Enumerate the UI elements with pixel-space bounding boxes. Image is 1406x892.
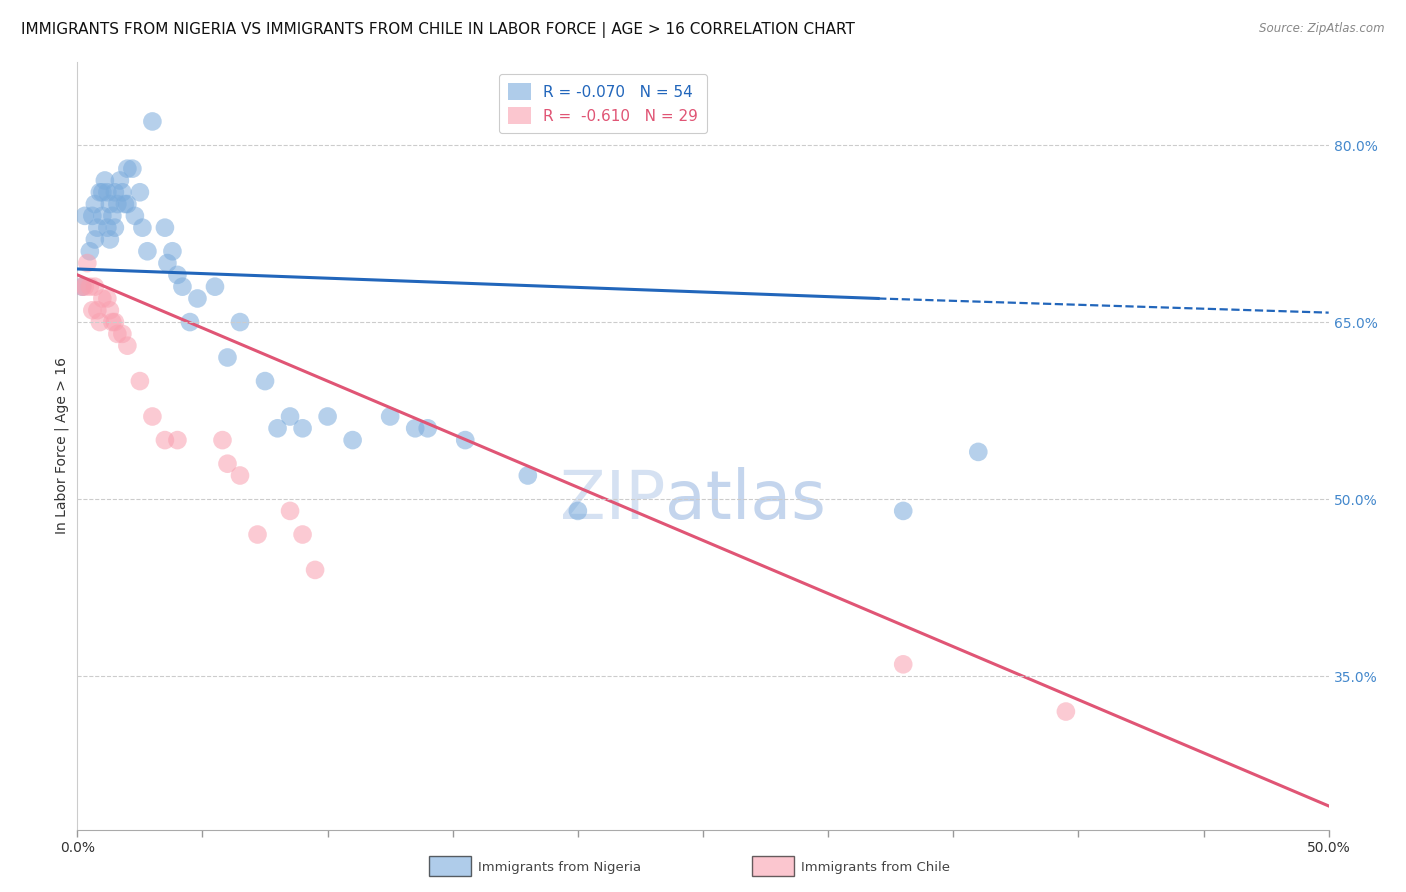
Point xyxy=(86,303,108,318)
Text: atlas: atlas xyxy=(665,467,827,533)
Point xyxy=(179,315,201,329)
Point xyxy=(91,209,114,223)
Point xyxy=(166,433,188,447)
Point xyxy=(89,186,111,200)
Point xyxy=(96,292,118,306)
Point xyxy=(83,279,105,293)
Point xyxy=(891,504,914,518)
Point xyxy=(136,244,159,259)
Point xyxy=(166,268,188,282)
Point xyxy=(304,563,326,577)
Point xyxy=(72,279,94,293)
Point xyxy=(98,303,121,318)
Point xyxy=(117,339,139,353)
Point xyxy=(217,457,239,471)
Point xyxy=(454,433,477,447)
Point xyxy=(342,433,364,447)
Point xyxy=(186,292,208,306)
Point xyxy=(101,209,124,223)
Y-axis label: In Labor Force | Age > 16: In Labor Force | Age > 16 xyxy=(55,358,69,534)
Point xyxy=(141,114,163,128)
Point xyxy=(229,315,252,329)
Point xyxy=(229,468,252,483)
Point xyxy=(153,220,176,235)
Point xyxy=(73,279,96,293)
Point xyxy=(96,220,118,235)
Point xyxy=(83,197,105,211)
Point xyxy=(516,468,538,483)
Point xyxy=(172,279,194,293)
Point xyxy=(141,409,163,424)
Legend: R = -0.070   N = 54, R =  -0.610   N = 29: R = -0.070 N = 54, R = -0.610 N = 29 xyxy=(499,74,707,133)
Point xyxy=(253,374,276,388)
Point xyxy=(291,421,314,435)
Point xyxy=(278,504,301,518)
Point xyxy=(101,315,124,329)
Point xyxy=(567,504,589,518)
Point xyxy=(967,445,990,459)
Point xyxy=(316,409,339,424)
Point xyxy=(104,186,127,200)
Point xyxy=(117,197,139,211)
Point xyxy=(82,303,104,318)
Point xyxy=(891,657,914,672)
Point xyxy=(156,256,179,270)
Point xyxy=(124,209,146,223)
Point xyxy=(278,409,301,424)
Text: Immigrants from Nigeria: Immigrants from Nigeria xyxy=(478,861,641,873)
Point xyxy=(266,421,288,435)
Text: IMMIGRANTS FROM NIGERIA VS IMMIGRANTS FROM CHILE IN LABOR FORCE | AGE > 16 CORRE: IMMIGRANTS FROM NIGERIA VS IMMIGRANTS FR… xyxy=(21,22,855,38)
Point xyxy=(72,279,94,293)
Point xyxy=(108,173,131,187)
Point xyxy=(104,220,127,235)
Point xyxy=(79,244,101,259)
Point xyxy=(217,351,239,365)
Text: Source: ZipAtlas.com: Source: ZipAtlas.com xyxy=(1260,22,1385,36)
Point xyxy=(73,209,96,223)
Point xyxy=(131,220,153,235)
Point xyxy=(111,326,134,341)
Point xyxy=(204,279,226,293)
Point xyxy=(162,244,184,259)
Point xyxy=(83,232,105,246)
Point xyxy=(76,256,98,270)
Point xyxy=(96,186,118,200)
Point xyxy=(98,197,121,211)
Point xyxy=(1054,705,1077,719)
Point xyxy=(79,279,101,293)
Point xyxy=(105,326,128,341)
Text: Immigrants from Chile: Immigrants from Chile xyxy=(801,861,950,873)
Point xyxy=(91,292,114,306)
Point xyxy=(129,374,152,388)
Point xyxy=(153,433,176,447)
Point xyxy=(404,421,426,435)
Point xyxy=(416,421,439,435)
Point xyxy=(291,527,314,541)
Text: ZIP: ZIP xyxy=(560,467,665,533)
Point xyxy=(111,186,134,200)
Point xyxy=(129,186,152,200)
Point xyxy=(82,209,104,223)
Point xyxy=(117,161,139,176)
Point xyxy=(378,409,402,424)
Point xyxy=(105,197,128,211)
Point xyxy=(104,315,127,329)
Point xyxy=(98,232,121,246)
Point xyxy=(211,433,233,447)
Point xyxy=(121,161,143,176)
Point xyxy=(114,197,136,211)
Point xyxy=(94,173,117,187)
Point xyxy=(89,315,111,329)
Point xyxy=(86,220,108,235)
Point xyxy=(91,186,114,200)
Point xyxy=(246,527,269,541)
